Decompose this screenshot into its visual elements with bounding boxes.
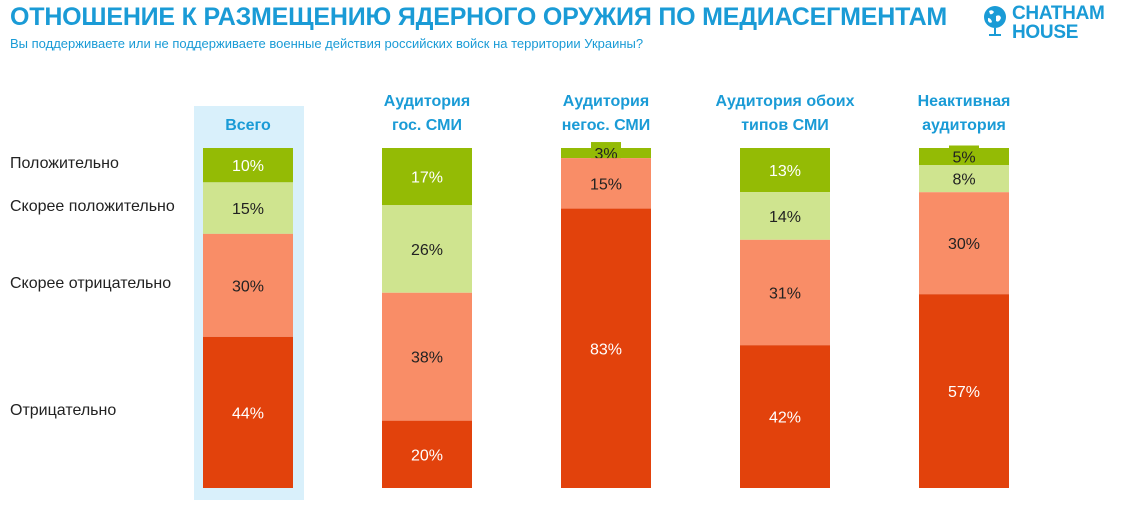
category-label-line: Всего xyxy=(225,117,271,134)
bar-segment xyxy=(919,192,1009,295)
bar-segment xyxy=(382,148,472,206)
legend-label: Скорее отрицательно xyxy=(10,275,172,293)
category-label-line: Аудитория обоих xyxy=(715,93,855,110)
data-label: 8% xyxy=(952,172,975,189)
data-label: 38% xyxy=(411,350,443,367)
bar-segment xyxy=(740,239,830,346)
legend-label: Скорее положительно xyxy=(10,198,175,216)
globe-icon xyxy=(984,6,1006,36)
legend-label: Отрицательно xyxy=(10,402,117,420)
data-label: 44% xyxy=(232,405,264,422)
category-label: Неактивная аудитория xyxy=(894,90,1034,138)
data-label: 30% xyxy=(232,278,264,295)
data-label: 31% xyxy=(769,286,801,303)
category-label: Аудитория гос. СМИ xyxy=(357,90,497,138)
category-label-line: гос. СМИ xyxy=(392,117,462,134)
bar-segment xyxy=(561,208,651,488)
chatham-house-logo: CHATHAM HOUSE xyxy=(982,4,1122,44)
logo-line-2: HOUSE xyxy=(1012,22,1079,43)
data-label: 10% xyxy=(232,158,264,175)
page-title: ОТНОШЕНИЕ К РАЗМЕЩЕНИЮ ЯДЕРНОГО ОРУЖИЯ П… xyxy=(10,3,948,31)
data-label: 26% xyxy=(411,242,443,259)
category-label: Аудитория негос. СМИ xyxy=(536,90,676,138)
category-label-line: аудитория xyxy=(922,117,1006,134)
bar-segment xyxy=(561,158,651,209)
bar-segment xyxy=(740,192,830,240)
data-label: 15% xyxy=(590,176,622,193)
bar-segment xyxy=(203,233,293,337)
data-label: 83% xyxy=(590,341,622,358)
bar-segment xyxy=(203,148,293,183)
data-label: 13% xyxy=(769,163,801,180)
bar-segment xyxy=(203,182,293,234)
category-label: Всего xyxy=(178,114,318,138)
bar-segment xyxy=(740,345,830,488)
data-label: 42% xyxy=(769,410,801,427)
legend-label: Положительно xyxy=(10,155,119,173)
category-label-line: негос. СМИ xyxy=(561,117,651,134)
data-label: 20% xyxy=(411,447,443,464)
data-label: 57% xyxy=(948,384,980,401)
data-label: 17% xyxy=(411,170,443,187)
category-label: Аудитория обоих типов СМИ xyxy=(715,90,855,138)
bar-segment xyxy=(919,294,1009,488)
bar-segment xyxy=(919,165,1009,193)
bar-segment xyxy=(382,292,472,421)
bar-segment xyxy=(382,205,472,293)
logo-line-1: CHATHAM xyxy=(1012,3,1105,24)
logo-wordmark: CHATHAM HOUSE xyxy=(1012,4,1105,42)
category-label-line: Неактивная xyxy=(917,93,1011,110)
bar-segment xyxy=(740,148,830,193)
category-label-line: типов СМИ xyxy=(741,117,829,134)
survey-question: Вы поддерживаете или не поддерживаете во… xyxy=(10,36,644,51)
data-label-box xyxy=(949,145,979,168)
data-label: 5% xyxy=(952,150,975,167)
bar-segment xyxy=(203,336,293,488)
data-label: 30% xyxy=(948,236,980,253)
data-label: 15% xyxy=(232,201,264,218)
bar-segment xyxy=(382,420,472,488)
category-label-line: Аудитория xyxy=(562,93,650,110)
data-label: 14% xyxy=(769,209,801,226)
category-label-line: Аудитория xyxy=(383,93,471,110)
